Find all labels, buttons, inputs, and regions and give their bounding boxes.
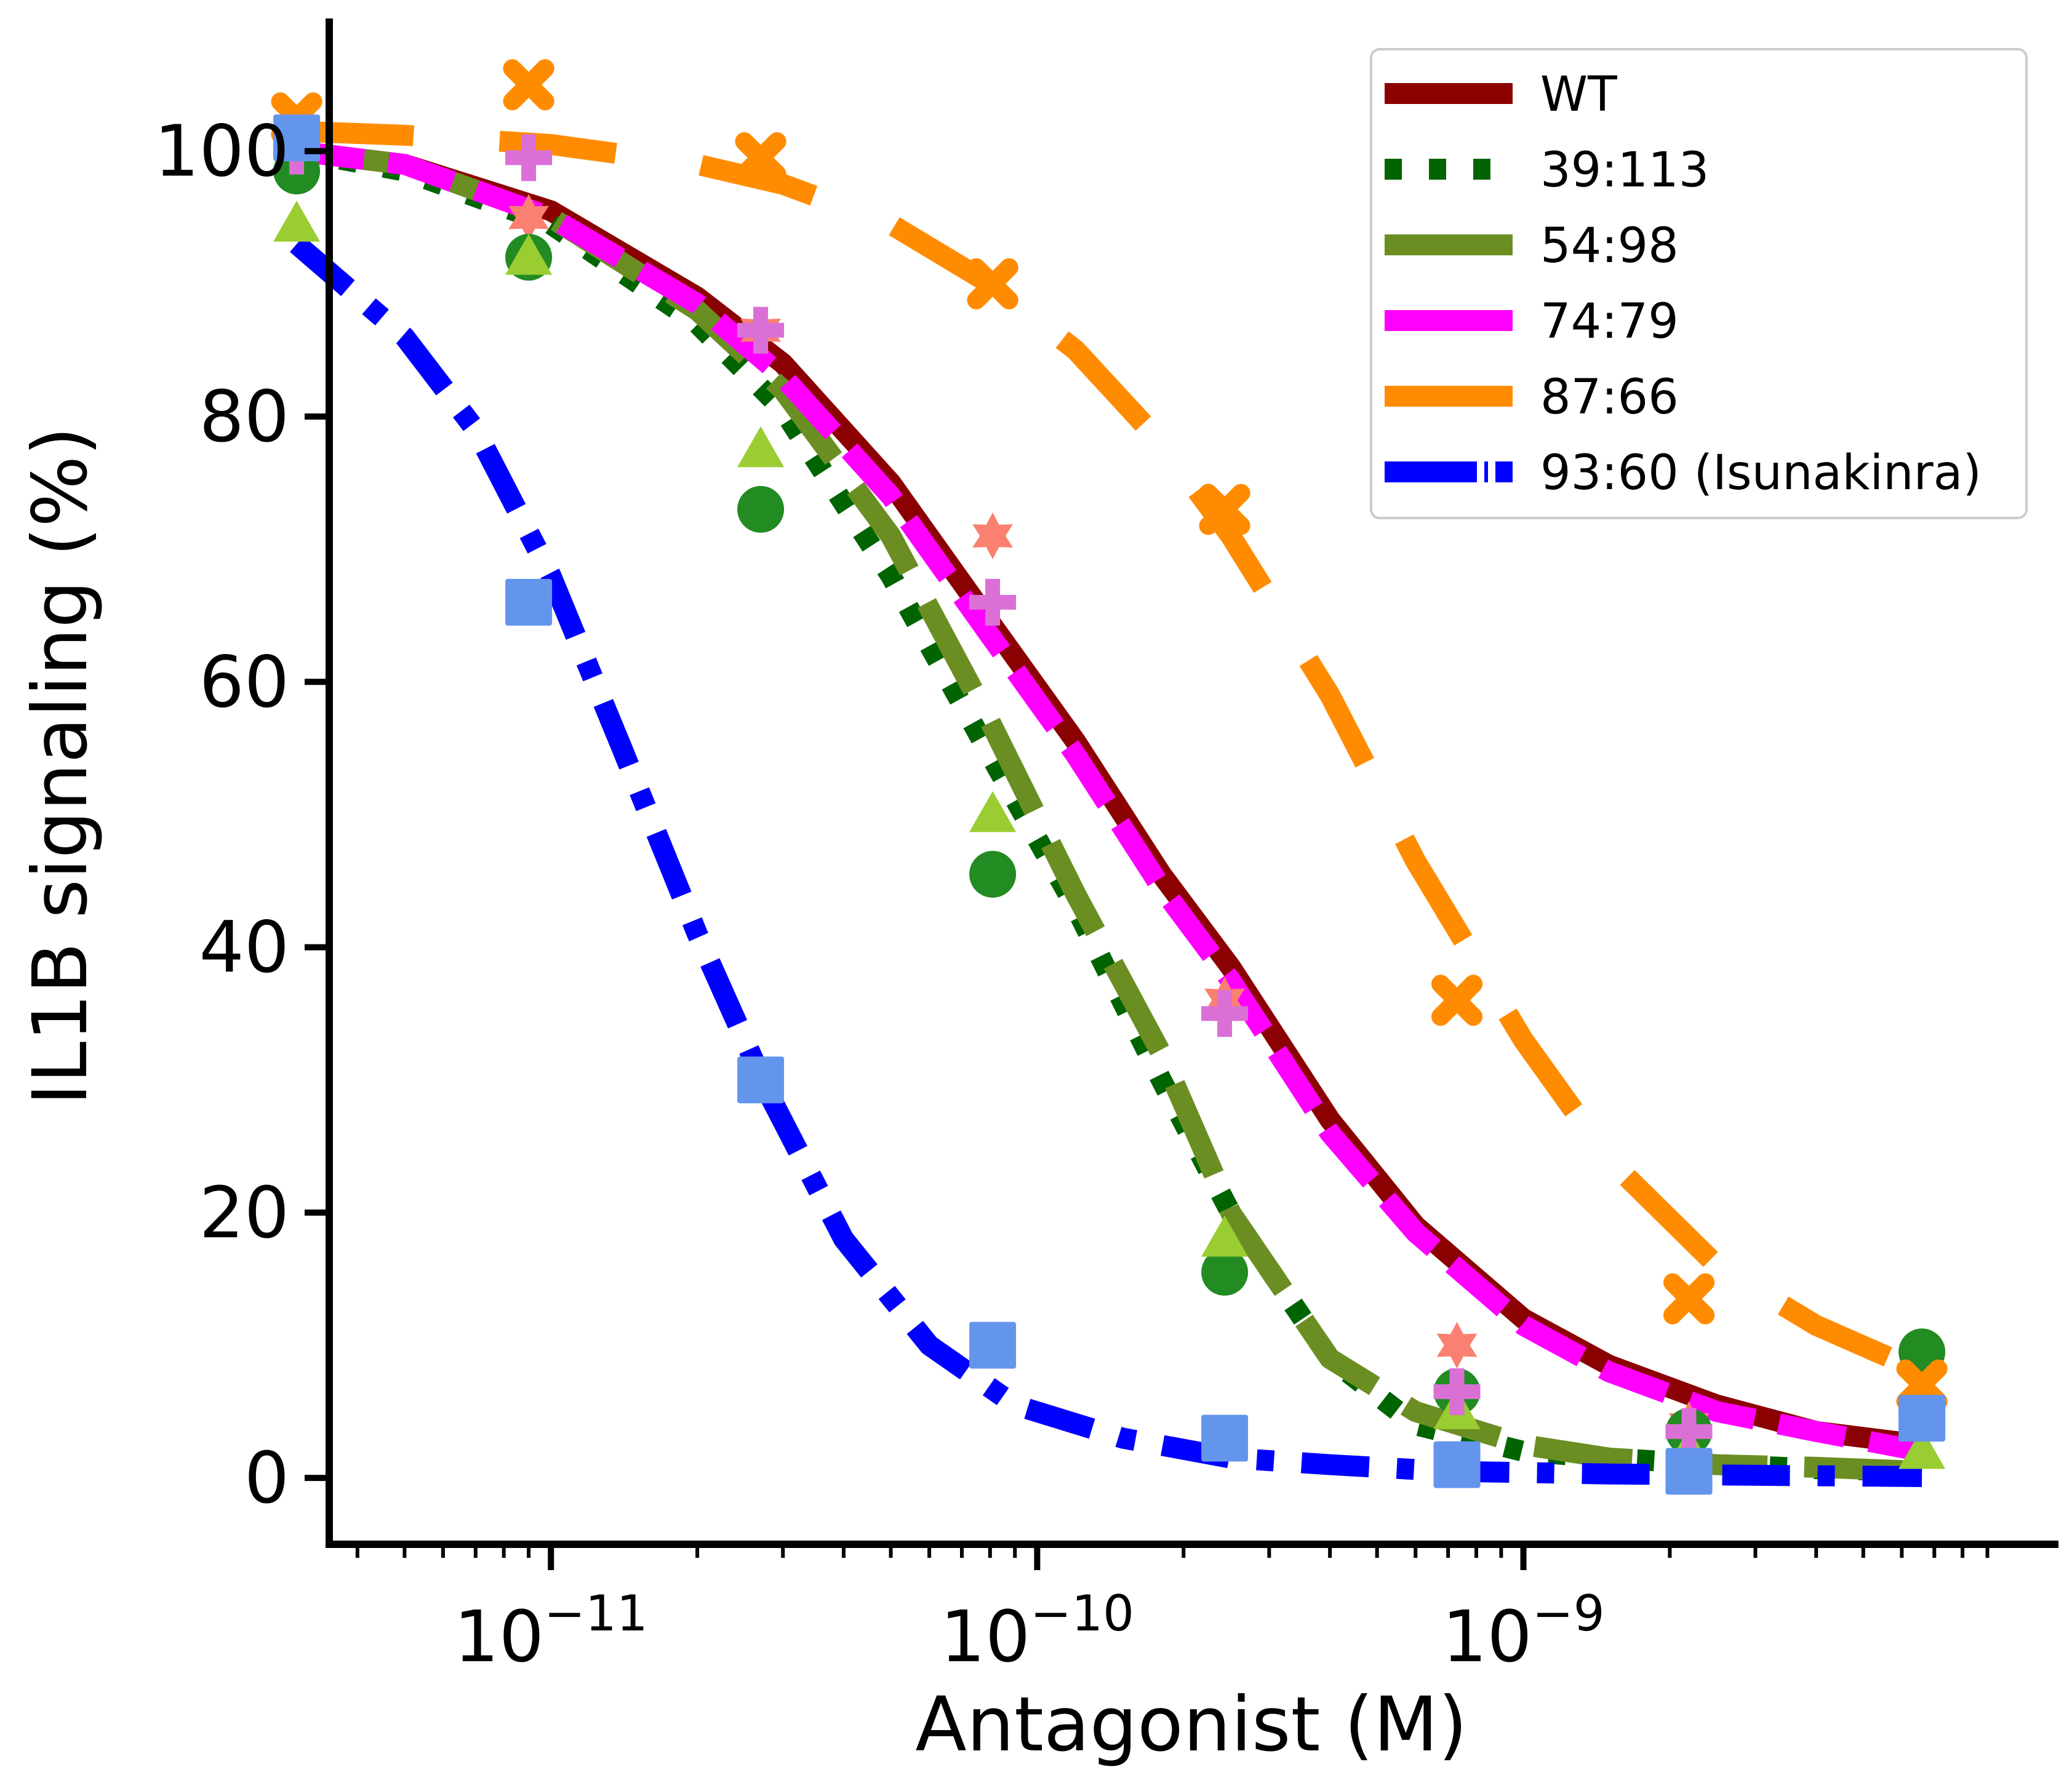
data-point-s6-7 <box>1665 1448 1713 1495</box>
y-axis-ticks: 0 20 40 60 80 100 <box>154 111 329 1520</box>
data-point-s3-2 <box>505 234 553 275</box>
x-tick-label: 10−9 <box>1442 1585 1604 1678</box>
data-point-s4-5 <box>1201 990 1249 1037</box>
y-tick-label: 40 <box>199 907 289 989</box>
data-point-s3-8 <box>1898 1428 1946 1469</box>
data-point-s6-5 <box>1201 1414 1249 1462</box>
data-point-s3-1 <box>273 201 321 242</box>
data-point-s3-4 <box>969 791 1017 832</box>
data-point-s4-2 <box>505 134 553 181</box>
data-point-s5-4 <box>967 258 1018 309</box>
data-point-s4-7 <box>1665 1408 1713 1455</box>
data-point-s4-6 <box>1433 1368 1481 1415</box>
legend-box <box>1370 48 2028 519</box>
legend-label: 93:60 (Isunakinra) <box>1540 445 1982 501</box>
data-markers <box>271 59 1948 1495</box>
y-axis-title: IL1B signaling (%) <box>17 426 104 1105</box>
y-tick-label: 0 <box>244 1437 289 1520</box>
legend-label: WT <box>1540 67 1617 122</box>
x-tick-label: 10−11 <box>454 1585 648 1678</box>
y-tick-label: 100 <box>154 111 290 193</box>
y-tick-label: 60 <box>199 641 289 724</box>
data-point-s6-8 <box>1898 1395 1946 1442</box>
data-point-s2-3 <box>737 485 785 533</box>
data-point-s1-2 <box>508 194 549 241</box>
legend-label: 74:79 <box>1540 294 1679 349</box>
data-point-s4-4 <box>969 578 1017 626</box>
data-point-s5-5 <box>1199 484 1250 535</box>
data-point-s5-6 <box>1431 975 1483 1026</box>
data-point-s2-4 <box>969 850 1017 898</box>
y-tick-label: 80 <box>199 376 289 458</box>
legend-label: 87:66 <box>1540 370 1679 425</box>
data-point-s6-6 <box>1433 1441 1481 1488</box>
fit-curve-2 <box>295 140 1922 1482</box>
x-tick-label: 10−10 <box>940 1585 1134 1678</box>
data-point-s5-2 <box>503 59 554 111</box>
x-axis-title: Antagonist (M) <box>915 1681 1467 1768</box>
y-tick-label: 20 <box>199 1172 289 1254</box>
data-point-s6-3 <box>737 1056 785 1104</box>
data-point-s3-3 <box>737 426 785 468</box>
legend-label: 39:113 <box>1540 143 1709 198</box>
data-point-s3-5 <box>1201 1216 1249 1257</box>
data-point-s1-6 <box>1436 1322 1478 1369</box>
legend: WT 39:113 54:98 74:79 87:66 93:60 (Isunakinra… <box>1370 48 2028 519</box>
data-point-s6-2 <box>505 578 553 626</box>
fit-curve-6 <box>290 236 1922 1487</box>
data-point-s6-4 <box>969 1322 1017 1369</box>
legend-label: 54:98 <box>1540 218 1679 274</box>
data-point-s1-4 <box>972 513 1013 559</box>
x-axis-ticks: 10−11 10−10 10−9 <box>355 1544 1990 1678</box>
fit-curve-4 <box>295 140 1924 1462</box>
data-point-s5-7 <box>1663 1273 1715 1325</box>
data-point-s5-3 <box>735 132 786 184</box>
fit-curve-5 <box>296 121 1926 1382</box>
data-point-s4-3 <box>737 306 785 354</box>
fit-curves <box>290 121 1926 1487</box>
data-point-s2-5 <box>1201 1248 1249 1296</box>
axes <box>326 18 2058 1548</box>
